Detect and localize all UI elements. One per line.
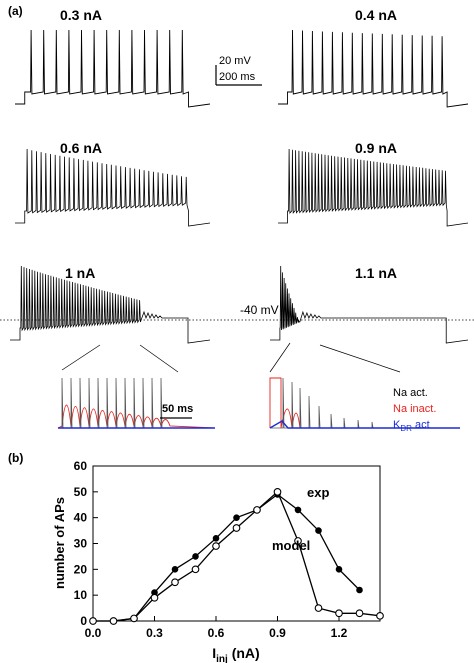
y-tick-label: 10 xyxy=(74,588,88,602)
y-tick-label: 40 xyxy=(74,511,88,525)
point-model xyxy=(171,578,179,587)
trace-label-0.6nA: 0.6 nA xyxy=(60,140,102,156)
point-model xyxy=(355,609,364,618)
point-model xyxy=(294,537,302,545)
legend-na-inact: Na inact. xyxy=(393,403,436,415)
y-tick-label: 50 xyxy=(74,485,88,499)
zoom-line-left-1 xyxy=(61,344,101,371)
y-axis-label: number of APs xyxy=(52,497,67,589)
point-exp xyxy=(294,506,302,514)
point-exp xyxy=(335,566,343,573)
chart-frame xyxy=(92,465,381,622)
inset-right xyxy=(269,377,460,429)
trace-label-0.4nA: 0.4 nA xyxy=(355,7,397,23)
voltage-trace-0.3nA xyxy=(15,29,211,108)
y-tick-label: 20 xyxy=(74,562,88,576)
voltage-trace-0.4nA xyxy=(278,29,469,108)
point-model xyxy=(232,524,241,532)
trace-label-0.3nA: 0.3 nA xyxy=(60,7,102,23)
voltage-trace-1nA xyxy=(10,265,211,344)
point-model xyxy=(314,604,323,612)
point-model xyxy=(191,565,200,574)
x-tick-label: 0.9 xyxy=(269,626,286,640)
inset-legend: Na act. Na inact. KDR act xyxy=(393,387,436,433)
x-axis-label: Iinj (nA) xyxy=(212,645,259,663)
point-model xyxy=(273,487,282,496)
inset-left: 50 ms xyxy=(57,377,216,429)
x-tick-label: 0.0 xyxy=(85,626,102,640)
scale-bar-time: 200 ms xyxy=(219,71,256,83)
x-tick-label: 0.3 xyxy=(146,626,163,640)
voltage-trace-1.1nA xyxy=(270,265,469,344)
series-lines xyxy=(93,490,381,622)
point-model xyxy=(109,617,118,625)
scale-bar-voltage: 20 mV xyxy=(219,55,251,67)
point-exp xyxy=(171,566,179,573)
point-exp xyxy=(233,514,240,521)
inset-right-kdr-act xyxy=(269,420,460,429)
series-label-model: model xyxy=(272,538,310,553)
voltage-trace-0.6nA xyxy=(15,148,211,227)
x-axis-ticks: 0.0 0.3 0.6 0.9 1.2 xyxy=(85,616,348,640)
zoom-line-right-2 xyxy=(319,344,401,373)
series-markers xyxy=(89,487,384,625)
y-tick-label: 60 xyxy=(74,459,88,473)
point-exp xyxy=(315,527,322,534)
point-exp xyxy=(212,535,220,542)
point-model xyxy=(335,609,343,618)
y-tick-label: 30 xyxy=(74,537,88,551)
zoom-line-right-1 xyxy=(269,342,291,373)
y-axis-ticks: 0 10 20 30 40 50 60 xyxy=(74,459,98,628)
panel-a-label: (a) xyxy=(8,4,23,18)
legend-na-act: Na act. xyxy=(393,387,428,399)
x-tick-label: 1.2 xyxy=(331,626,348,640)
point-model xyxy=(376,611,384,620)
series-line-exp xyxy=(93,493,360,622)
x-tick-label: 0.6 xyxy=(208,626,225,640)
zoom-line-left-2 xyxy=(139,344,179,373)
point-model xyxy=(130,614,138,623)
point-model xyxy=(150,593,159,602)
trace-label-1nA: 1 nA xyxy=(65,265,95,281)
inset-scale-label: 50 ms xyxy=(162,403,193,415)
threshold-label: -40 mV xyxy=(240,303,279,317)
legend-kdr-act: KDR act xyxy=(393,419,430,433)
point-model xyxy=(89,617,97,625)
point-model xyxy=(253,506,261,514)
panel-b-label: (b) xyxy=(8,451,23,465)
trace-label-0.9nA: 0.9 nA xyxy=(355,140,397,156)
trace-label-1.1nA: 1.1 nA xyxy=(355,265,397,281)
y-tick-label: 0 xyxy=(80,614,87,628)
point-exp xyxy=(192,553,199,560)
series-label-exp: exp xyxy=(307,485,329,500)
point-model xyxy=(212,542,220,550)
chart: 0.0 0.3 0.6 0.9 1.2 0 10 20 30 40 50 60 number of … xyxy=(52,459,384,663)
scale-bar: 20 mV 200 ms xyxy=(215,55,262,86)
series-line-model xyxy=(93,490,381,622)
point-exp xyxy=(356,586,363,594)
voltage-trace-0.9nA xyxy=(278,148,469,227)
inset-right-na-act xyxy=(270,377,460,429)
